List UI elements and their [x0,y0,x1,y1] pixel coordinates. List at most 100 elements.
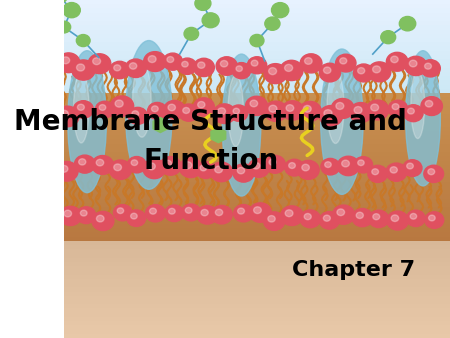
Circle shape [285,159,304,176]
Bar [64,105,450,110]
Bar [64,21,450,25]
Circle shape [421,97,442,116]
Circle shape [215,209,223,216]
Bar [64,186,450,190]
Circle shape [184,27,198,40]
Bar [64,258,450,262]
Circle shape [164,160,171,167]
Circle shape [179,104,198,121]
Bar [64,228,450,233]
Circle shape [391,56,398,63]
Ellipse shape [228,75,243,146]
Bar [64,68,450,72]
Circle shape [297,161,319,179]
Circle shape [196,162,216,178]
Bar [64,0,450,4]
Circle shape [319,63,341,82]
Circle shape [183,107,189,114]
Circle shape [232,63,251,79]
Circle shape [148,163,155,170]
Circle shape [285,210,293,217]
Bar [64,270,450,274]
Circle shape [127,156,146,173]
Bar [64,17,450,21]
Circle shape [237,167,245,174]
Bar [64,177,450,182]
Bar [64,131,450,135]
Bar [64,279,450,283]
Circle shape [216,57,237,75]
Circle shape [110,61,130,79]
Circle shape [373,66,381,73]
Bar [64,4,450,8]
Circle shape [324,67,331,73]
Bar [64,80,450,84]
Bar [64,321,450,325]
Bar [64,308,450,313]
Circle shape [282,101,304,120]
Bar [64,135,450,139]
Circle shape [264,64,287,83]
Circle shape [182,61,188,67]
Circle shape [248,159,270,177]
Bar [64,51,450,55]
Circle shape [63,3,80,18]
Circle shape [178,58,197,74]
Circle shape [168,104,176,111]
Circle shape [198,101,205,108]
Circle shape [337,156,360,176]
Circle shape [125,59,146,77]
Circle shape [421,60,440,77]
Circle shape [354,64,374,82]
Bar [64,283,450,287]
Circle shape [390,167,397,173]
Circle shape [284,64,292,71]
Circle shape [269,105,277,112]
Bar [64,144,450,148]
Circle shape [280,60,303,80]
Circle shape [143,159,166,179]
Circle shape [410,213,417,219]
Circle shape [211,206,232,224]
Circle shape [425,100,433,107]
Circle shape [286,105,294,112]
Circle shape [264,101,288,121]
Bar [64,207,450,211]
Ellipse shape [321,49,363,194]
Bar [64,76,450,80]
Circle shape [356,212,364,219]
Bar [64,296,450,300]
Bar [64,304,450,308]
Circle shape [110,96,134,116]
Circle shape [358,68,365,74]
Circle shape [195,0,211,10]
Circle shape [93,58,101,65]
Circle shape [114,65,121,71]
Circle shape [246,96,267,116]
Circle shape [128,107,148,124]
Circle shape [340,58,347,64]
Bar [64,220,450,224]
Bar [64,274,450,279]
Bar [64,97,450,101]
Circle shape [336,54,356,72]
Bar [64,64,450,68]
Circle shape [55,106,79,127]
Circle shape [117,208,124,214]
Bar [64,198,450,203]
Circle shape [57,21,71,33]
Circle shape [165,205,184,222]
Circle shape [269,159,276,165]
Bar [64,165,450,169]
Circle shape [127,210,146,226]
Bar [64,101,450,105]
Bar [64,291,450,296]
Circle shape [247,57,267,74]
Circle shape [281,206,303,225]
Bar [64,249,450,254]
Bar [64,118,450,123]
Circle shape [75,155,95,173]
Bar [64,330,450,334]
Circle shape [320,212,339,229]
Circle shape [201,210,208,216]
